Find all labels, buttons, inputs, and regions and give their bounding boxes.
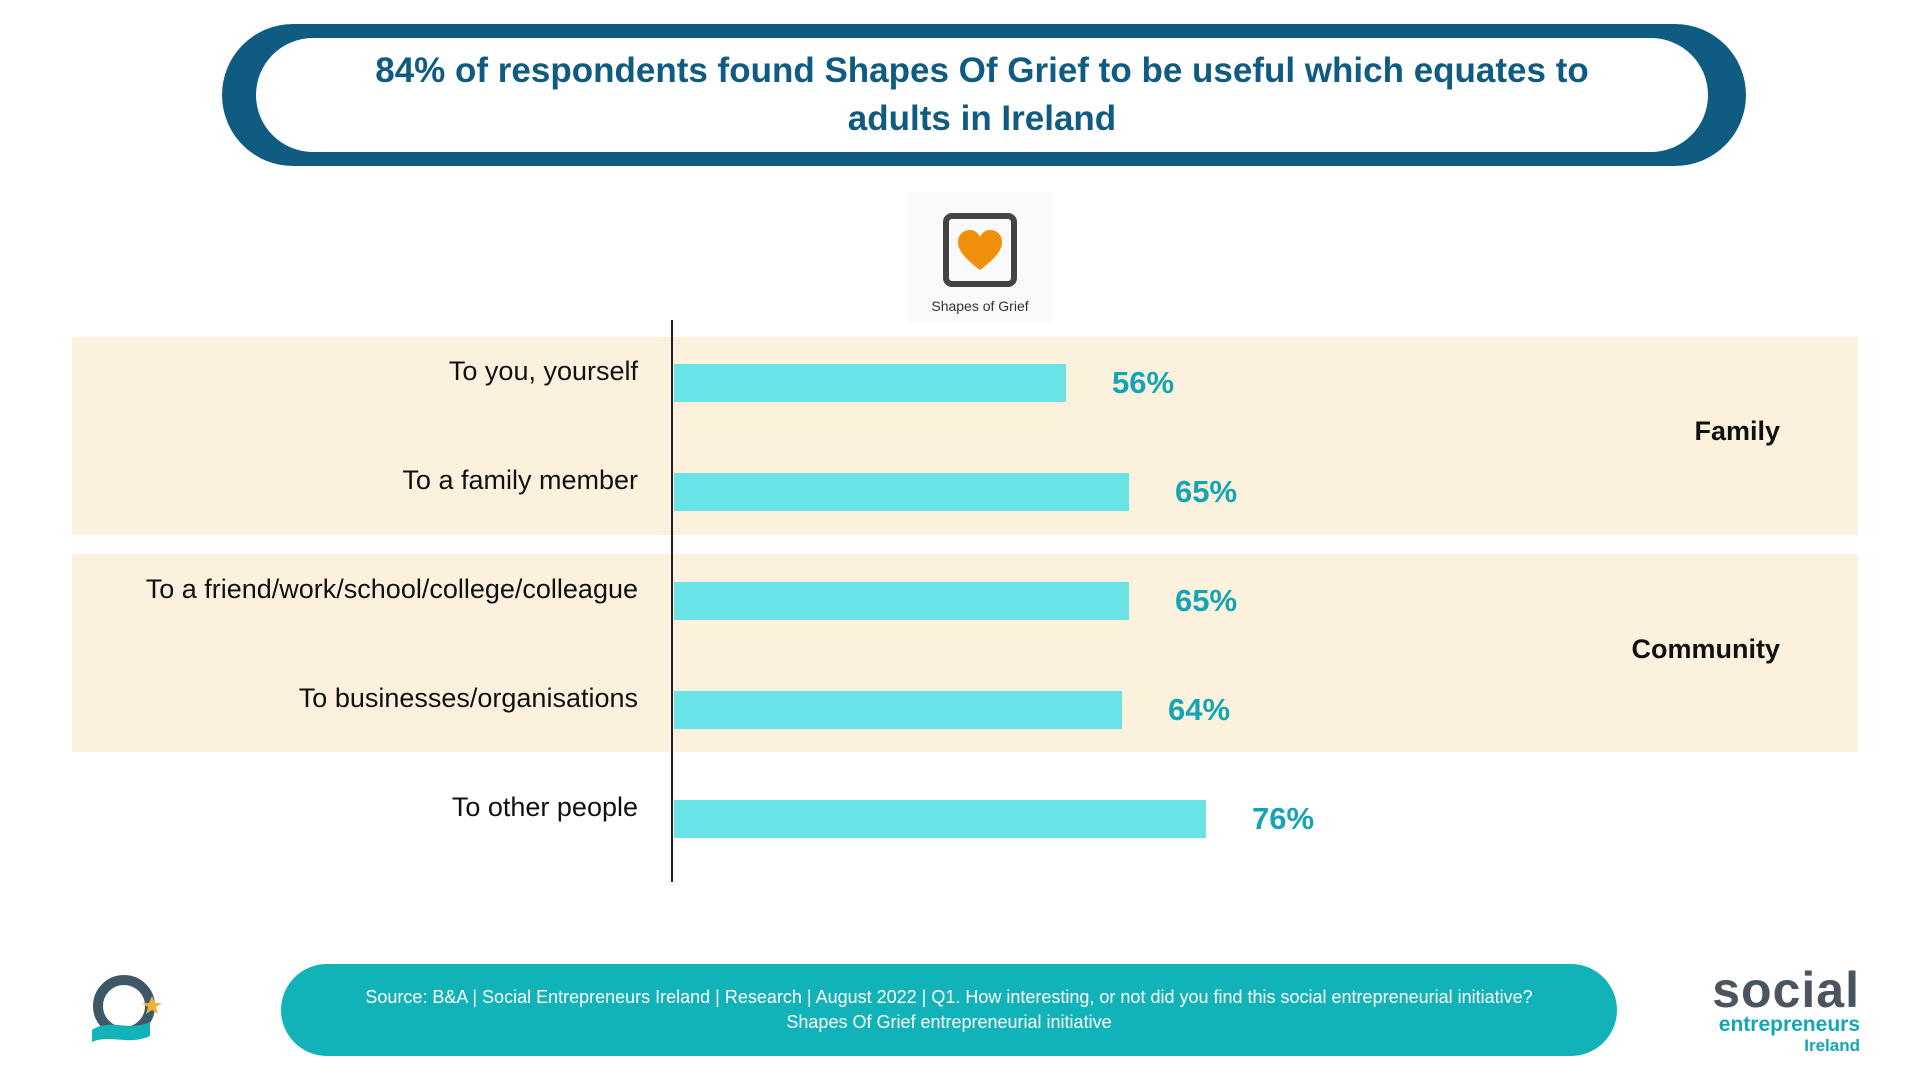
category-axis-line	[671, 320, 673, 882]
category-label: To businesses/organisations	[298, 683, 638, 713]
sei-wordmark-logo: social entrepreneurs Ireland	[1700, 962, 1860, 1056]
category-label: To you, yourself	[448, 356, 638, 386]
bar	[674, 473, 1129, 511]
sei-wordmark-entrepreneurs: entrepreneurs	[1718, 1013, 1860, 1036]
data-label: 65%	[1175, 583, 1238, 618]
bar	[674, 582, 1129, 620]
footer-source-line2: Shapes Of Grief entrepreneurial initiati…	[786, 1012, 1112, 1032]
footer-source-line1: Source: B&A | Social Entrepreneurs Irela…	[365, 987, 1533, 1007]
sei-wordmark-social: social	[1712, 962, 1860, 1018]
data-label: 65%	[1175, 474, 1238, 509]
title-banner: 84% of respondents found Shapes Of Grief…	[222, 24, 1746, 166]
footer-source: Source: B&A | Social Entrepreneurs Irela…	[281, 964, 1617, 1056]
shapes-of-grief-logo: Shapes of Grief	[908, 192, 1052, 322]
group-label-community: Community	[1631, 634, 1781, 664]
category-label: To a friend/work/school/college/colleagu…	[145, 574, 638, 604]
page-title: 84% of respondents found Shapes Of Grief…	[375, 51, 1589, 138]
title-banner-inner: 84% of respondents found Shapes Of Grief…	[256, 38, 1708, 152]
data-label: 56%	[1112, 365, 1175, 400]
bar	[674, 800, 1206, 838]
bar	[674, 691, 1122, 729]
heart-square-icon	[943, 213, 1017, 287]
sei-emblem-icon	[88, 972, 168, 1050]
group-label-family: Family	[1694, 416, 1780, 446]
data-label: 64%	[1168, 692, 1231, 727]
sei-wordmark-ireland: Ireland	[1804, 1036, 1860, 1055]
data-label: 76%	[1252, 801, 1315, 836]
logo-caption: Shapes of Grief	[931, 298, 1029, 314]
bar	[674, 364, 1066, 402]
category-label: To other people	[451, 792, 638, 822]
category-label: To a family member	[402, 465, 638, 495]
